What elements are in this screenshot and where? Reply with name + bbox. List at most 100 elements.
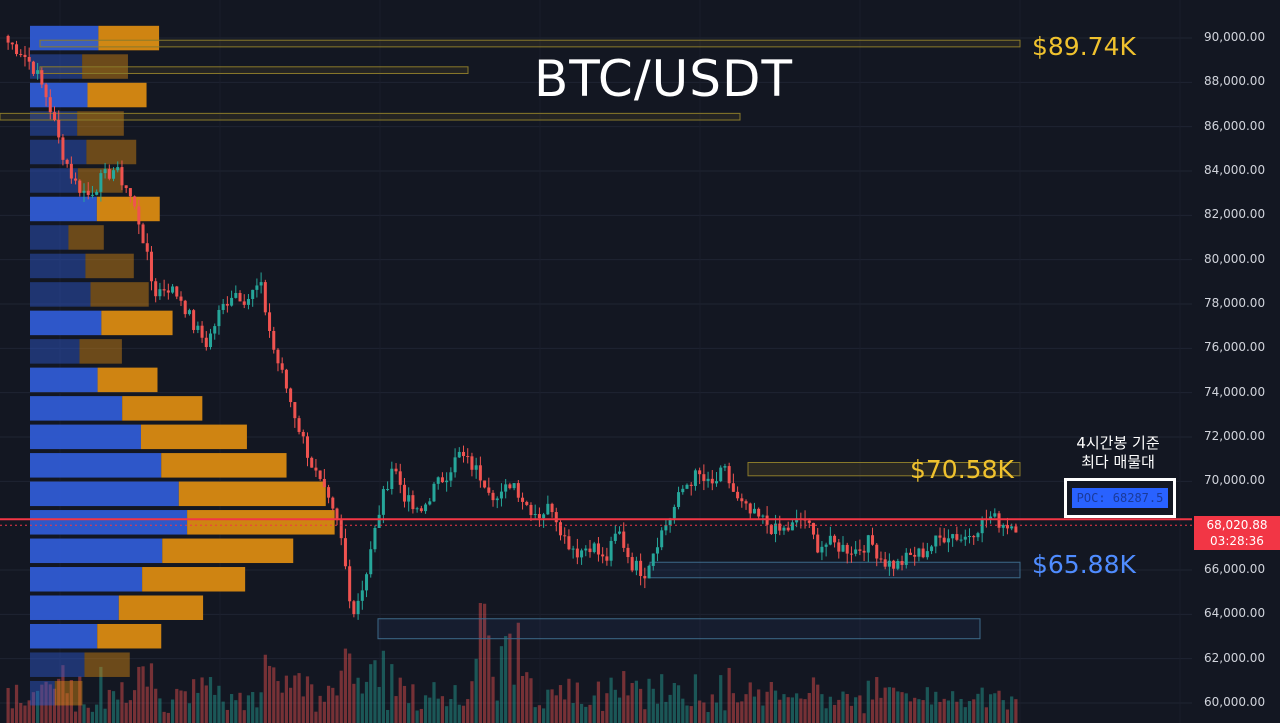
candle-body bbox=[554, 512, 558, 523]
volume-bar bbox=[440, 696, 445, 723]
candle-body bbox=[352, 601, 356, 615]
vp-sell-bar bbox=[77, 111, 124, 136]
candle-body bbox=[301, 431, 305, 437]
volume-bar bbox=[525, 672, 529, 723]
candle-body bbox=[630, 557, 634, 571]
volume-bar bbox=[314, 711, 318, 723]
candle-body bbox=[310, 457, 314, 468]
candle-body bbox=[335, 508, 339, 521]
candle-body bbox=[78, 180, 82, 193]
candle-body bbox=[99, 173, 103, 192]
level-zone bbox=[0, 112, 741, 121]
y-tick-label: 62,000.00 bbox=[1204, 650, 1266, 665]
candle-body bbox=[833, 535, 837, 543]
volume-bar bbox=[428, 697, 432, 723]
candle-body bbox=[474, 465, 478, 470]
candle-body bbox=[689, 484, 693, 486]
candle-body bbox=[453, 457, 457, 473]
volume-bar bbox=[1014, 699, 1018, 723]
vp-buy-bar bbox=[30, 367, 98, 393]
vp-sell-bar bbox=[68, 225, 104, 250]
candle-body bbox=[668, 518, 672, 526]
candle-body bbox=[402, 484, 406, 502]
vp-buy-bar bbox=[30, 282, 91, 307]
candle-body bbox=[934, 535, 938, 547]
candle-body bbox=[327, 487, 331, 498]
volume-bar bbox=[698, 700, 702, 723]
volume-bar bbox=[714, 702, 719, 723]
volume-bar bbox=[862, 713, 866, 723]
volume-bar bbox=[57, 678, 61, 723]
current-price-tag: 68,020.88 03:28:36 bbox=[1194, 516, 1280, 550]
candle-body bbox=[204, 337, 208, 348]
candle-body bbox=[432, 483, 436, 502]
y-tick-label: 64,000.00 bbox=[1204, 606, 1266, 621]
candle-body bbox=[647, 565, 651, 579]
volume-bar bbox=[229, 694, 234, 723]
volume-bar bbox=[124, 702, 128, 723]
candle-body bbox=[584, 548, 588, 551]
volume-bar bbox=[735, 702, 740, 723]
candle-body bbox=[103, 169, 107, 174]
candle-body bbox=[196, 325, 200, 330]
candle-body bbox=[782, 527, 786, 531]
candle-body bbox=[529, 504, 533, 516]
volume-bar bbox=[744, 694, 748, 723]
volume-bar bbox=[213, 694, 217, 723]
candle-body bbox=[925, 551, 929, 558]
volume-profile bbox=[30, 25, 335, 706]
volume-bar bbox=[639, 688, 643, 723]
volume-bar bbox=[786, 697, 790, 723]
candle-body bbox=[672, 506, 676, 519]
volume-bar bbox=[1010, 696, 1014, 723]
volume-bar bbox=[596, 681, 601, 723]
volume-bar bbox=[778, 699, 782, 723]
volume-bar bbox=[322, 701, 326, 723]
candle-body bbox=[849, 553, 853, 555]
volume-bar bbox=[149, 663, 154, 723]
volume-bar bbox=[997, 690, 1001, 723]
volume-bar bbox=[381, 650, 385, 723]
candle-body bbox=[289, 388, 293, 403]
candle-body bbox=[748, 503, 752, 514]
candle-body bbox=[415, 508, 419, 510]
volume-bar bbox=[676, 685, 681, 723]
current-price: 68,020.88 bbox=[1206, 518, 1268, 532]
volume-bar bbox=[942, 698, 946, 723]
candle-body bbox=[19, 54, 23, 56]
volume-bar bbox=[761, 705, 765, 723]
volume-bar bbox=[929, 704, 934, 723]
candle-body bbox=[605, 556, 609, 561]
volume-bar bbox=[854, 697, 858, 723]
candle-body bbox=[343, 538, 347, 567]
volume-bar bbox=[1001, 700, 1005, 723]
candle-body bbox=[457, 451, 461, 458]
volume-bar bbox=[866, 680, 870, 723]
volume-bar bbox=[27, 700, 31, 723]
candle-body bbox=[580, 550, 584, 558]
candle-body bbox=[588, 548, 592, 553]
volume-bar bbox=[575, 682, 579, 723]
volume-bar bbox=[900, 692, 904, 723]
candle-body bbox=[314, 467, 318, 471]
volume-bar bbox=[69, 679, 73, 723]
candle-body bbox=[246, 298, 250, 305]
candle-body bbox=[963, 536, 967, 540]
candle-body bbox=[398, 471, 402, 485]
y-tick-label: 88,000.00 bbox=[1204, 74, 1266, 89]
candle-body bbox=[48, 97, 52, 113]
candle-body bbox=[921, 548, 925, 558]
candle-body bbox=[15, 44, 19, 55]
candle-body bbox=[512, 483, 516, 489]
volume-bar bbox=[162, 711, 166, 723]
candle-body bbox=[917, 548, 921, 557]
candle-body bbox=[816, 534, 820, 553]
volume-bar bbox=[896, 691, 900, 723]
volume-bar bbox=[731, 693, 735, 723]
volume-bar bbox=[10, 708, 14, 723]
candle-body bbox=[820, 546, 824, 553]
volume-bar bbox=[272, 667, 276, 723]
volume-bar bbox=[267, 665, 272, 723]
volume-bar bbox=[664, 701, 668, 723]
